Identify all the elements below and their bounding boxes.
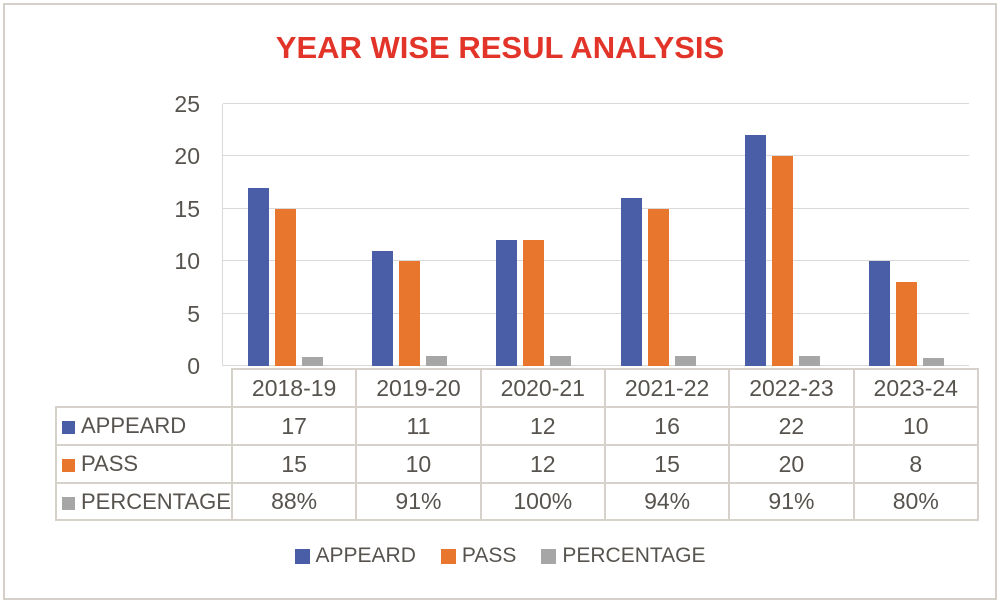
table-row-percentage: PERCENTAGE 88% 91% 100% 94% 91% 80%	[55, 482, 979, 521]
table-header-row: 2018-19 2019-20 2020-21 2021-22 2022-23 2023-…	[56, 368, 979, 408]
bar-appeard-2023-24	[869, 261, 891, 366]
y-axis-tick-label: 25	[174, 91, 200, 117]
table-header-cell-2018-19: 2018-19	[230, 368, 358, 408]
table-header-cell-2023-24: 2023-24	[852, 368, 979, 408]
bar-group-2022-23	[720, 104, 844, 366]
bar-percentage-2023-24	[923, 357, 945, 366]
y-axis-tick-label: 0	[187, 353, 200, 379]
table-row-appeard: APPEARD 17 11 12 16 22 10	[55, 406, 979, 446]
table-corner-blank	[56, 369, 232, 407]
table-value-cell-percentage-2023-24: 80%	[852, 482, 979, 521]
table-value-cell-percentage-2020-21: 100%	[479, 482, 606, 521]
gridline	[223, 365, 969, 366]
gridline	[223, 312, 969, 314]
table-value-cell-pass-2019-20: 10	[355, 444, 482, 484]
bar-percentage-2018-19	[301, 356, 323, 366]
legend-item-percentage: PERCENTAGE	[541, 544, 705, 568]
legend-color-swatch-percentage	[541, 548, 557, 564]
bar-percentage-2019-20	[425, 356, 447, 366]
table-header-cell-2022-23: 2022-23	[728, 368, 855, 408]
series-label: PASS	[81, 451, 139, 476]
table-series-label-cell: APPEARD	[55, 406, 233, 446]
legend-item-pass: PASS	[440, 544, 517, 568]
series-label: PERCENTAGE	[81, 488, 231, 514]
legend-color-swatch-pass	[440, 548, 456, 564]
bar-appeard-2022-23	[744, 135, 766, 366]
bar-percentage-2022-23	[798, 356, 820, 366]
y-axis-tick-label: 20	[174, 143, 200, 170]
table-value-cell-appeard-2021-22: 16	[603, 406, 731, 446]
table-value-cell-appeard-2023-24: 10	[852, 406, 979, 446]
table-series-label-cell: PERCENTAGE	[55, 482, 233, 521]
table-value-cell-percentage-2021-22: 94%	[603, 482, 731, 521]
bar-group-2023-24	[845, 104, 969, 366]
bar-pass-2022-23	[771, 156, 793, 366]
table-value-cell-pass-2023-24: 8	[852, 444, 979, 484]
series-color-swatch-appeard	[62, 421, 75, 434]
table-value-cell-appeard-2022-23: 22	[728, 406, 855, 446]
gridline	[223, 155, 969, 157]
bar-appeard-2018-19	[247, 187, 269, 366]
bar-pass-2018-19	[274, 208, 296, 366]
data-table-grid: 2018-19 2019-20 2020-21 2021-22 2022-23 2023-…	[55, 368, 979, 521]
bar-group-2020-21	[472, 104, 596, 366]
table-value-cell-percentage-2019-20: 91%	[355, 482, 482, 521]
table-value-cell-pass-2021-22: 15	[603, 444, 731, 484]
plot-area	[222, 103, 969, 366]
legend-item-appeard: APPEARD	[294, 544, 416, 568]
legend-color-swatch-appeard	[294, 548, 310, 564]
table-value-cell-appeard-2020-21: 12	[479, 406, 606, 446]
bar-pass-2023-24	[896, 282, 918, 366]
data-table: 2018-19 2019-20 2020-21 2021-22 2022-23 2023-…	[55, 368, 979, 521]
table-value-cell-pass-2018-19: 15	[230, 444, 358, 484]
bar-pass-2020-21	[523, 240, 545, 366]
table-value-cell-appeard-2019-20: 11	[355, 406, 482, 446]
table-row-pass: PASS 15 10 12 15 20 8	[55, 444, 979, 484]
series-label: APPEARD	[81, 413, 187, 438]
bar-appeard-2020-21	[496, 240, 518, 366]
bar-percentage-2021-22	[674, 356, 696, 366]
bar-appeard-2021-22	[620, 198, 642, 366]
bar-pass-2019-20	[398, 261, 420, 366]
chart-title: YEAR WISE RESUL ANALYSIS	[275, 30, 725, 65]
bar-group-2018-19	[223, 104, 347, 366]
table-value-cell-percentage-2022-23: 91%	[728, 482, 855, 521]
series-color-swatch-percentage	[62, 496, 75, 510]
table-value-cell-percentage-2018-19: 88%	[230, 482, 358, 521]
bar-appeard-2019-20	[371, 250, 393, 366]
table-series-label-cell: PASS	[55, 444, 233, 484]
table-value-cell-appeard-2018-19: 17	[230, 406, 358, 446]
legend-label: PERCENTAGE	[562, 544, 706, 567]
y-axis-tick-label: 15	[174, 195, 200, 222]
y-axis-tick-label: 5	[187, 300, 200, 327]
legend-label: APPEARD	[315, 544, 416, 567]
table-value-cell-pass-2022-23: 20	[728, 444, 855, 484]
y-axis-tick-label: 10	[174, 248, 200, 275]
table-value-cell-pass-2020-21: 12	[479, 444, 606, 484]
gridline	[223, 103, 969, 104]
bar-group-2021-22	[596, 104, 720, 366]
legend-label: PASS	[461, 544, 517, 567]
table-header-cell-2021-22: 2021-22	[603, 368, 731, 408]
table-header-cell-2020-21: 2020-21	[479, 368, 606, 408]
chart-legend: APPEARD PASS PERCENTAGE	[0, 543, 1000, 569]
table-header-cell-2019-20: 2019-20	[355, 368, 482, 408]
series-color-swatch-pass	[62, 459, 75, 472]
gridline	[223, 260, 969, 262]
bar-pass-2021-22	[647, 208, 669, 366]
gridline	[223, 207, 969, 209]
bar-group-2019-20	[347, 104, 471, 366]
bar-percentage-2020-21	[550, 355, 572, 366]
